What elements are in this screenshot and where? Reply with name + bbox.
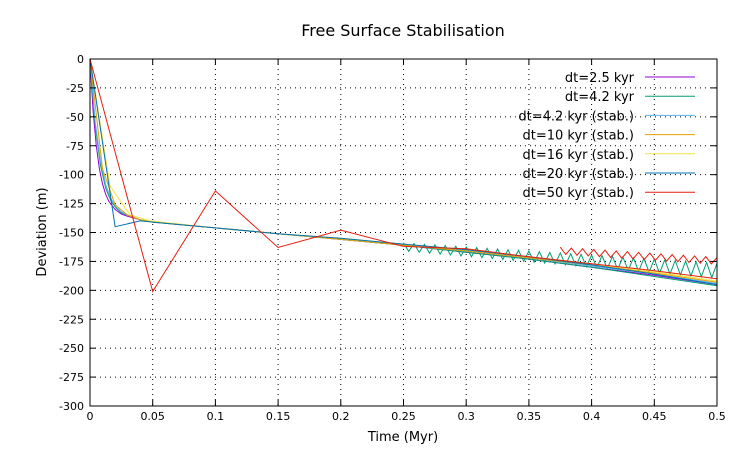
y-tick-label: -225: [59, 313, 84, 326]
series-dt-50-kyr-oscillation: [559, 246, 718, 265]
x-axis-title: Time (Myr): [367, 430, 438, 445]
x-tick-label: 0.45: [642, 410, 667, 423]
x-tick-label: 0.2: [332, 410, 350, 423]
y-tick-label: -125: [59, 198, 84, 211]
series-group: [89, 58, 718, 293]
y-tick-label: -175: [59, 255, 84, 268]
x-tick-label: 0.35: [517, 410, 542, 423]
y-tick-label: -275: [59, 371, 84, 384]
y-tick-label: -200: [59, 284, 84, 297]
y-tick-label: -50: [66, 111, 84, 124]
legend-label: dt=2.5 kyr: [565, 71, 635, 86]
zigzag-overlay: [403, 242, 718, 280]
y-tick-label: -100: [59, 169, 84, 182]
y-tick-label: -150: [59, 227, 84, 240]
x-tick-label: 0: [87, 410, 94, 423]
chart-title: Free Surface Stabilisation: [301, 21, 505, 40]
x-tick-label: 0.5: [708, 410, 726, 423]
y-tick-label: 0: [77, 53, 84, 66]
legend-label: dt=4.2 kyr: [565, 90, 635, 105]
x-tick-label: 0.4: [583, 410, 601, 423]
legend-label: dt=50 kyr (stab.): [522, 186, 634, 201]
y-tick-label: -250: [59, 342, 84, 355]
series-line-5: [89, 58, 718, 286]
series-line-6: [89, 58, 718, 293]
y-axis-title: Deviation (m): [35, 187, 50, 276]
x-tick-label: 0.1: [207, 410, 225, 423]
x-tick-label: 0.15: [266, 410, 291, 423]
x-tick-label: 0.25: [391, 410, 416, 423]
x-tick-label: 0.05: [140, 410, 165, 423]
y-tick-label: -75: [66, 140, 84, 153]
legend-label: dt=16 kyr (stab.): [522, 148, 634, 163]
y-tick-label: -25: [66, 82, 84, 95]
y-tick-label: -300: [59, 400, 84, 413]
legend: dt=2.5 kyr dt=4.2 kyr dt=4.2 kyr (stab.) dt…: [518, 71, 695, 201]
x-tick-label: 0.3: [457, 410, 475, 423]
axis-ticks: 0 0.05 0.1 0.15 0.2 0.25 0.3 0.35 0.4 0.45 0.5 0 -25…: [59, 53, 726, 423]
series-dt-4.2-kyr-oscillation: [403, 242, 718, 280]
legend-label: dt=4.2 kyr (stab.): [518, 109, 634, 124]
legend-label: dt=20 kyr (stab.): [522, 167, 634, 182]
legend-label: dt=10 kyr (stab.): [522, 129, 634, 144]
